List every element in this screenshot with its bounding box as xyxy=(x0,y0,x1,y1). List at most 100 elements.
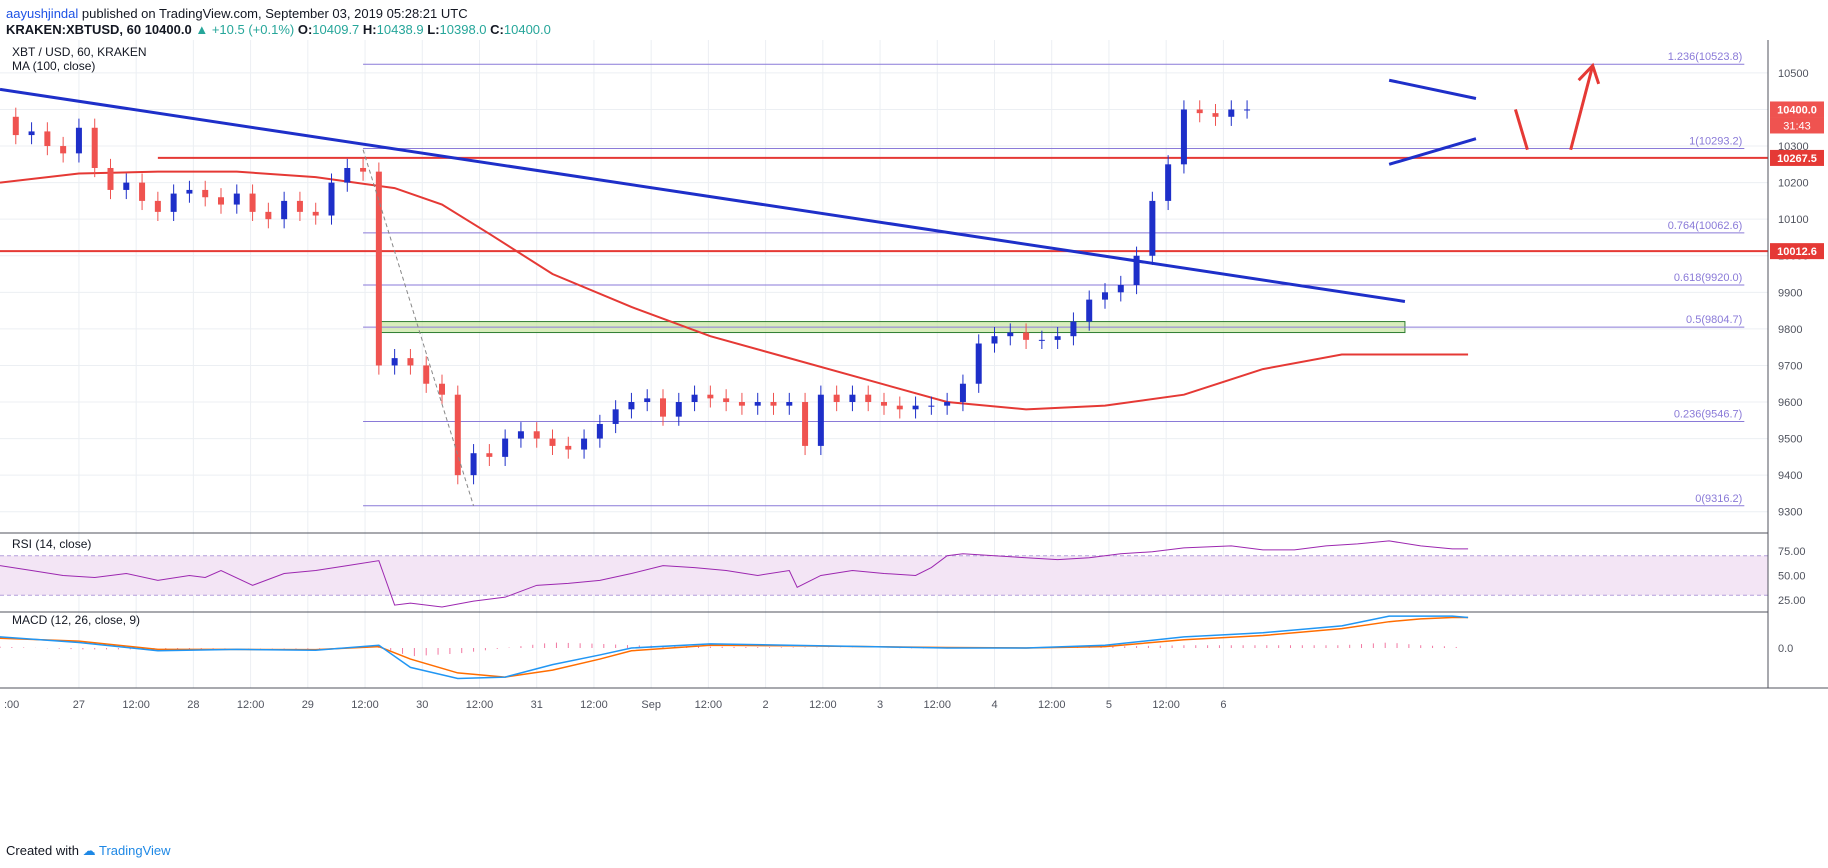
candle-body[interactable] xyxy=(802,402,809,446)
candle-body[interactable] xyxy=(344,167,351,183)
candle-body[interactable] xyxy=(660,398,666,417)
candle-body[interactable] xyxy=(454,394,461,476)
candle-body[interactable] xyxy=(170,193,177,212)
macd-line[interactable] xyxy=(0,615,1469,680)
candle-body[interactable] xyxy=(644,398,651,403)
candle-body[interactable] xyxy=(628,402,635,410)
candle-body[interactable] xyxy=(249,193,256,212)
candle-body[interactable] xyxy=(517,431,524,439)
axes: 9300940095009600970098009900100001010010… xyxy=(0,40,1828,711)
fib-level-label: 1.236(10523.8) xyxy=(1668,51,1743,63)
trend-line[interactable] xyxy=(0,87,1406,303)
candle-body[interactable] xyxy=(28,131,35,136)
candle-body[interactable] xyxy=(944,402,951,406)
candle-body[interactable] xyxy=(1133,255,1140,285)
candle-body[interactable] xyxy=(1149,200,1156,256)
candle-body[interactable] xyxy=(233,193,240,205)
candle-body[interactable] xyxy=(675,402,682,417)
candle-body[interactable] xyxy=(1102,292,1108,300)
y-tick-label: 9800 xyxy=(1778,324,1802,336)
candle-body[interactable] xyxy=(596,423,603,439)
candle-body[interactable] xyxy=(770,402,777,406)
candle-body[interactable] xyxy=(218,197,224,205)
candle-body[interactable] xyxy=(865,394,872,403)
macd-tick-label: 0.0 xyxy=(1778,643,1793,655)
candle-body[interactable] xyxy=(975,343,982,384)
candle-body[interactable] xyxy=(360,167,367,172)
candle-body[interactable] xyxy=(265,211,272,220)
candle-body[interactable] xyxy=(107,167,114,190)
candle-body[interactable] xyxy=(881,402,887,406)
candle-body[interactable] xyxy=(44,131,51,147)
candle-body[interactable] xyxy=(1212,113,1219,117)
candle-body[interactable] xyxy=(849,394,856,403)
candle-body[interactable] xyxy=(139,182,146,201)
candle-body[interactable] xyxy=(312,211,319,216)
trend-line[interactable] xyxy=(1388,78,1477,100)
x-tick-label: 12:00 xyxy=(1152,699,1180,711)
candle-body[interactable] xyxy=(833,394,840,403)
candle-body[interactable] xyxy=(328,182,335,216)
candle-body[interactable] xyxy=(991,336,998,344)
candle-body[interactable] xyxy=(754,402,761,406)
candle-body[interactable] xyxy=(817,394,824,446)
candle-body[interactable] xyxy=(75,127,82,154)
rsi-band xyxy=(0,555,1768,596)
author-link[interactable]: aayushjindal xyxy=(6,6,79,21)
candle-body[interactable] xyxy=(281,200,288,220)
candle-body[interactable] xyxy=(691,394,698,403)
candle-body[interactable] xyxy=(707,394,714,399)
candle-body[interactable] xyxy=(60,146,67,154)
candle-body[interactable] xyxy=(1023,332,1030,340)
candle-body[interactable] xyxy=(407,358,414,366)
candle-body[interactable] xyxy=(123,182,130,190)
candle-body[interactable] xyxy=(423,365,430,384)
candle-body[interactable] xyxy=(1196,109,1203,114)
macd-pane[interactable]: MACD (12, 26, close, 9) xyxy=(0,613,1469,680)
candle-body[interactable] xyxy=(928,405,935,407)
candle-body[interactable] xyxy=(786,402,793,406)
ma-line[interactable] xyxy=(0,170,1469,411)
candle-body[interactable] xyxy=(486,453,493,457)
candle-body[interactable] xyxy=(391,358,398,366)
tradingview-brand[interactable]: TradingView xyxy=(99,843,171,858)
candle-body[interactable] xyxy=(1117,285,1124,293)
rsi-line[interactable] xyxy=(0,540,1469,608)
symbol-ticker: KRAKEN:XBTUSD, 60 xyxy=(6,22,142,37)
candle-body[interactable] xyxy=(12,116,19,136)
candle-body[interactable] xyxy=(1007,332,1014,337)
candle-body[interactable] xyxy=(549,438,556,446)
candle-body[interactable] xyxy=(375,171,382,366)
candle-body[interactable] xyxy=(154,200,161,212)
candle-body[interactable] xyxy=(565,445,572,450)
candle-body[interactable] xyxy=(502,438,509,457)
candle-body[interactable] xyxy=(1244,109,1251,111)
candle-body[interactable] xyxy=(439,383,445,395)
open-label: O: xyxy=(297,22,313,37)
candle-body[interactable] xyxy=(1070,321,1077,337)
up-triangle-icon: ▲ xyxy=(195,22,209,37)
candle-body[interactable] xyxy=(1165,164,1172,201)
trend-line[interactable] xyxy=(1388,137,1477,166)
candle-body[interactable] xyxy=(1228,109,1235,117)
candle-body[interactable] xyxy=(912,405,919,410)
candle-body[interactable] xyxy=(1038,339,1045,341)
candle-body[interactable] xyxy=(296,200,303,212)
candle-body[interactable] xyxy=(1054,336,1061,340)
rsi-pane[interactable]: RSI (14, close) xyxy=(0,537,1768,608)
candle-body[interactable] xyxy=(581,438,588,450)
candle-body[interactable] xyxy=(91,127,98,168)
candle-body[interactable] xyxy=(738,402,745,406)
candle-body[interactable] xyxy=(533,431,540,439)
candle-body[interactable] xyxy=(896,405,903,410)
candle-body[interactable] xyxy=(202,189,209,198)
candle-body[interactable] xyxy=(959,383,966,403)
candle-body[interactable] xyxy=(723,398,730,403)
candle-body[interactable] xyxy=(612,409,619,424)
candle-body[interactable] xyxy=(470,453,477,476)
candle-body[interactable] xyxy=(1180,109,1187,165)
candle-body[interactable] xyxy=(1086,299,1093,322)
candle-body[interactable] xyxy=(186,189,193,194)
